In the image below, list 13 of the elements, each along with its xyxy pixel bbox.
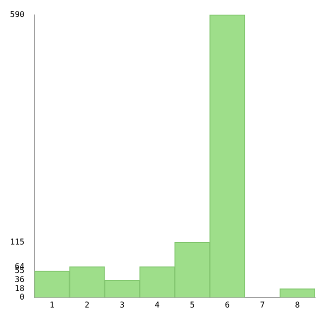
y-tick-label: 36	[14, 275, 25, 284]
y-tick-label: 115	[10, 237, 25, 246]
y-tick-label: 0	[20, 292, 25, 302]
x-tick-label: 3	[120, 300, 125, 310]
x-tick-label: 7	[260, 300, 265, 310]
x-tick-label: 8	[295, 300, 300, 310]
x-tick-label: 6	[224, 300, 230, 310]
y-tick-label: 590	[10, 10, 25, 19]
x-tick-label: 1	[50, 300, 55, 310]
x-tick-label: 5	[190, 300, 195, 310]
y-tick-label: 18	[14, 284, 25, 293]
x-tick-label: 2	[84, 300, 90, 310]
x-tick-label: 4	[154, 300, 160, 310]
